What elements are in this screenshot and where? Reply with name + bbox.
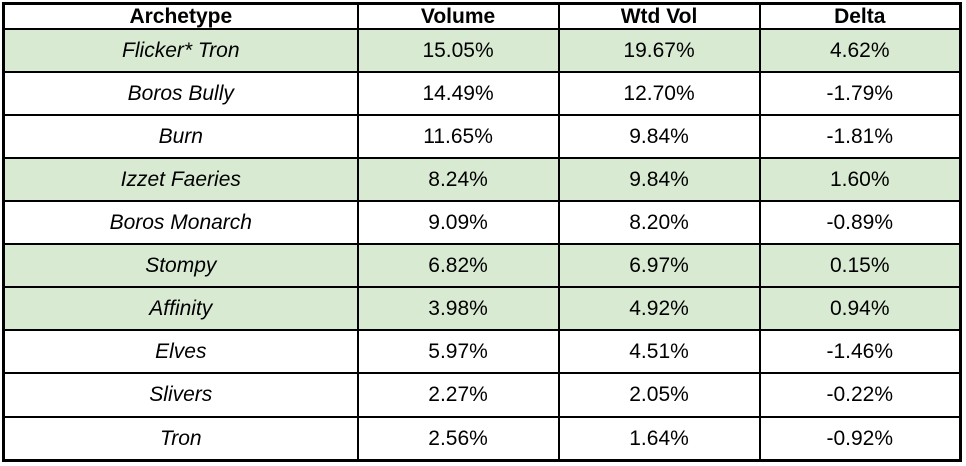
cell-archetype[interactable]: Boros Bully bbox=[2, 71, 359, 117]
table-row: Boros Bully 14.49% 12.70% -1.79% bbox=[2, 71, 962, 117]
header-wtd-vol[interactable]: Wtd Vol bbox=[557, 2, 761, 31]
cell-wtd-vol[interactable]: 8.20% bbox=[557, 200, 761, 246]
cell-delta[interactable]: -1.46% bbox=[758, 329, 962, 375]
cell-wtd-vol[interactable]: 19.67% bbox=[557, 28, 761, 74]
header-delta[interactable]: Delta bbox=[758, 2, 962, 31]
table-row: Boros Monarch 9.09% 8.20% -0.89% bbox=[2, 200, 962, 246]
cell-delta[interactable]: 0.15% bbox=[758, 243, 962, 289]
cell-volume[interactable]: 11.65% bbox=[356, 114, 560, 160]
table-row: Izzet Faeries 8.24% 9.84% 1.60% bbox=[2, 157, 962, 203]
cell-volume[interactable]: 2.56% bbox=[356, 415, 560, 462]
table-row: Slivers 2.27% 2.05% -0.22% bbox=[2, 372, 962, 418]
cell-volume[interactable]: 15.05% bbox=[356, 28, 560, 74]
cell-wtd-vol[interactable]: 1.64% bbox=[557, 415, 761, 462]
cell-wtd-vol[interactable]: 12.70% bbox=[557, 71, 761, 117]
table-row: Elves 5.97% 4.51% -1.46% bbox=[2, 329, 962, 375]
cell-archetype[interactable]: Elves bbox=[2, 329, 359, 375]
header-row: Archetype Volume Wtd Vol Delta bbox=[2, 2, 962, 31]
cell-archetype[interactable]: Slivers bbox=[2, 372, 359, 418]
cell-delta[interactable]: -0.92% bbox=[758, 415, 962, 462]
cell-archetype[interactable]: Izzet Faeries bbox=[2, 157, 359, 203]
cell-archetype[interactable]: Flicker* Tron bbox=[2, 28, 359, 74]
cell-delta[interactable]: -0.22% bbox=[758, 372, 962, 418]
cell-volume[interactable]: 5.97% bbox=[356, 329, 560, 375]
cell-volume[interactable]: 2.27% bbox=[356, 372, 560, 418]
cell-delta[interactable]: -1.81% bbox=[758, 114, 962, 160]
cell-wtd-vol[interactable]: 9.84% bbox=[557, 157, 761, 203]
cell-archetype[interactable]: Burn bbox=[2, 114, 359, 160]
cell-volume[interactable]: 9.09% bbox=[356, 200, 560, 246]
cell-wtd-vol[interactable]: 9.84% bbox=[557, 114, 761, 160]
header-archetype[interactable]: Archetype bbox=[2, 2, 359, 31]
cell-volume[interactable]: 3.98% bbox=[356, 286, 560, 332]
cell-delta[interactable]: -1.79% bbox=[758, 71, 962, 117]
cell-archetype[interactable]: Tron bbox=[2, 415, 359, 462]
cell-delta[interactable]: 0.94% bbox=[758, 286, 962, 332]
table-row: Stompy 6.82% 6.97% 0.15% bbox=[2, 243, 962, 289]
cell-delta[interactable]: 1.60% bbox=[758, 157, 962, 203]
cell-delta[interactable]: -0.89% bbox=[758, 200, 962, 246]
table-row: Flicker* Tron 15.05% 19.67% 4.62% bbox=[2, 28, 962, 74]
cell-delta[interactable]: 4.62% bbox=[758, 28, 962, 74]
table-row: Burn 11.65% 9.84% -1.81% bbox=[2, 114, 962, 160]
header-volume[interactable]: Volume bbox=[356, 2, 560, 31]
table-row: Tron 2.56% 1.64% -0.92% bbox=[2, 415, 962, 462]
cell-archetype[interactable]: Affinity bbox=[2, 286, 359, 332]
cell-wtd-vol[interactable]: 2.05% bbox=[557, 372, 761, 418]
cell-wtd-vol[interactable]: 6.97% bbox=[557, 243, 761, 289]
cell-archetype[interactable]: Boros Monarch bbox=[2, 200, 359, 246]
cell-archetype[interactable]: Stompy bbox=[2, 243, 359, 289]
cell-volume[interactable]: 8.24% bbox=[356, 157, 560, 203]
cell-volume[interactable]: 14.49% bbox=[356, 71, 560, 117]
table-row: Affinity 3.98% 4.92% 0.94% bbox=[2, 286, 962, 332]
cell-wtd-vol[interactable]: 4.51% bbox=[557, 329, 761, 375]
cell-volume[interactable]: 6.82% bbox=[356, 243, 560, 289]
cell-wtd-vol[interactable]: 4.92% bbox=[557, 286, 761, 332]
